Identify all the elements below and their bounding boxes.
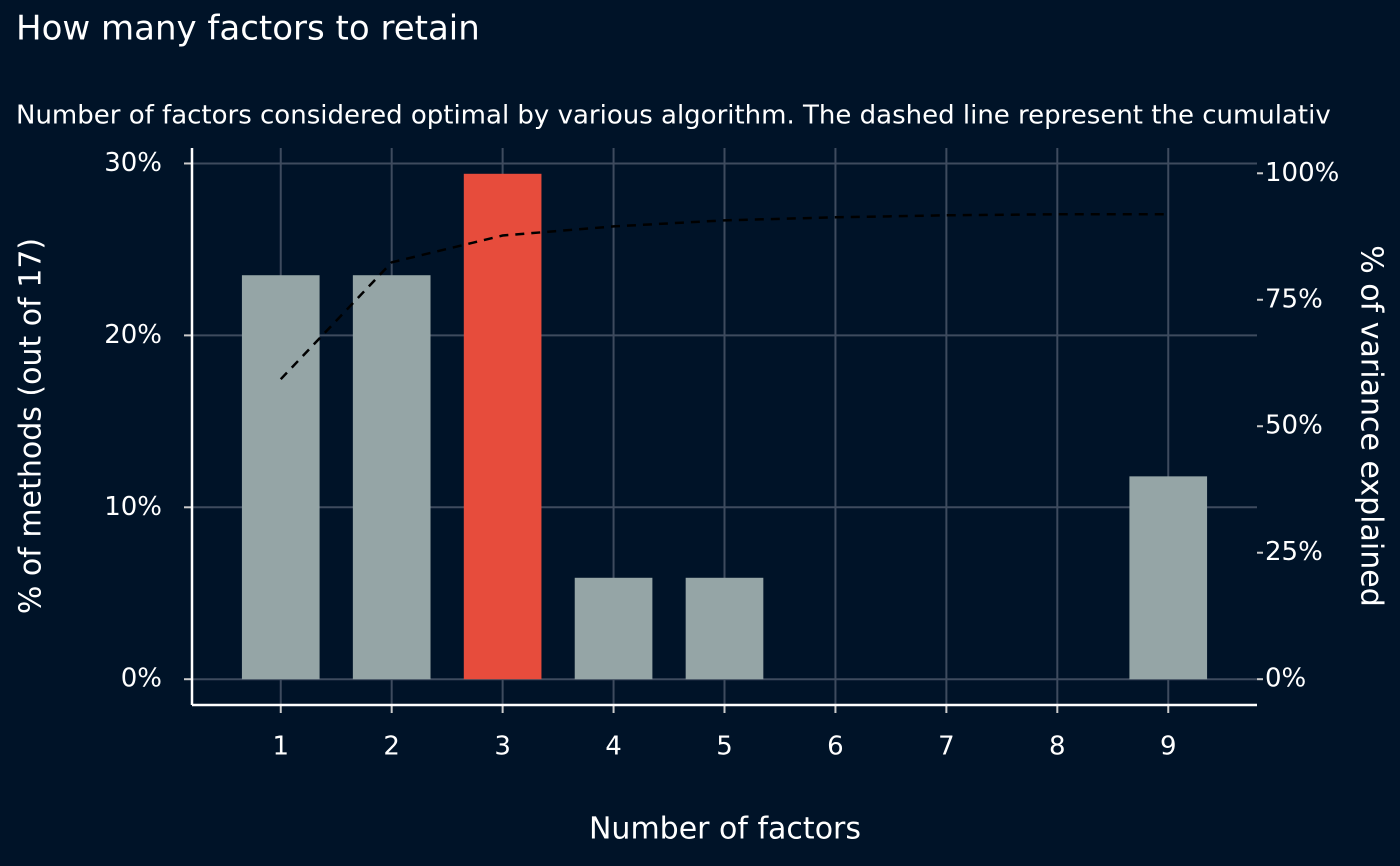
y2-tick-label: 25% — [1265, 537, 1323, 567]
y2-axis-title: % of variance explained — [1354, 245, 1389, 606]
bar — [574, 577, 653, 680]
x-tick-label: 6 — [827, 732, 844, 762]
x-tick-label: 9 — [1160, 732, 1177, 762]
x-axis-title: Number of factors — [589, 812, 861, 847]
x-tick-label: 8 — [1049, 732, 1066, 762]
y2-tick-label: 75% — [1265, 284, 1323, 314]
y2-tick-label: 100% — [1265, 158, 1339, 188]
bar — [463, 173, 542, 680]
bar — [352, 275, 431, 680]
bar — [685, 577, 764, 680]
y-tick-label: 30% — [104, 148, 162, 178]
bar — [1129, 476, 1208, 680]
y-tick-label: 20% — [104, 320, 162, 350]
x-tick-label: 2 — [383, 732, 400, 762]
chart-subtitle: Number of factors considered optimal by … — [16, 101, 1331, 131]
x-tick-label: 3 — [494, 732, 511, 762]
y2-tick-label: 0% — [1265, 664, 1306, 694]
x-tick-label: 7 — [938, 732, 955, 762]
bar — [241, 275, 320, 680]
x-tick-label: 4 — [605, 732, 622, 762]
x-tick-label: 1 — [272, 732, 289, 762]
y-axis-title: % of methods (out of 17) — [14, 238, 49, 614]
y-tick-label: 10% — [104, 492, 162, 522]
y-tick-label: 0% — [121, 664, 162, 694]
y2-tick-label: 50% — [1265, 411, 1323, 441]
x-tick-label: 5 — [716, 732, 733, 762]
chart-title: How many factors to retain — [16, 9, 480, 49]
cumulative-line — [279, 213, 1169, 381]
